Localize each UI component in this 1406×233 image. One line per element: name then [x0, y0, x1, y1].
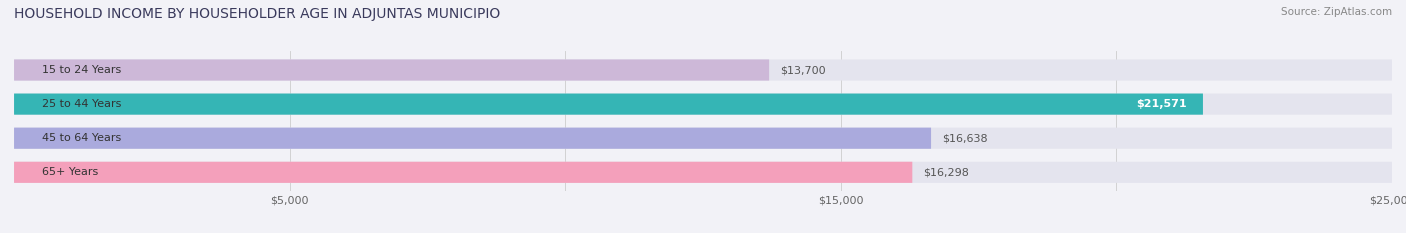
- Text: $16,638: $16,638: [942, 133, 987, 143]
- Text: $16,298: $16,298: [924, 167, 969, 177]
- FancyBboxPatch shape: [14, 128, 931, 149]
- FancyBboxPatch shape: [14, 93, 1392, 115]
- Text: Source: ZipAtlas.com: Source: ZipAtlas.com: [1281, 7, 1392, 17]
- FancyBboxPatch shape: [14, 93, 1204, 115]
- FancyBboxPatch shape: [14, 162, 1392, 183]
- Text: 15 to 24 Years: 15 to 24 Years: [42, 65, 121, 75]
- Text: 25 to 44 Years: 25 to 44 Years: [42, 99, 121, 109]
- Text: 65+ Years: 65+ Years: [42, 167, 98, 177]
- Text: $21,571: $21,571: [1136, 99, 1187, 109]
- FancyBboxPatch shape: [14, 162, 912, 183]
- Text: HOUSEHOLD INCOME BY HOUSEHOLDER AGE IN ADJUNTAS MUNICIPIO: HOUSEHOLD INCOME BY HOUSEHOLDER AGE IN A…: [14, 7, 501, 21]
- Text: 45 to 64 Years: 45 to 64 Years: [42, 133, 121, 143]
- Text: $13,700: $13,700: [780, 65, 825, 75]
- FancyBboxPatch shape: [14, 59, 1392, 81]
- FancyBboxPatch shape: [14, 128, 1392, 149]
- FancyBboxPatch shape: [14, 59, 769, 81]
